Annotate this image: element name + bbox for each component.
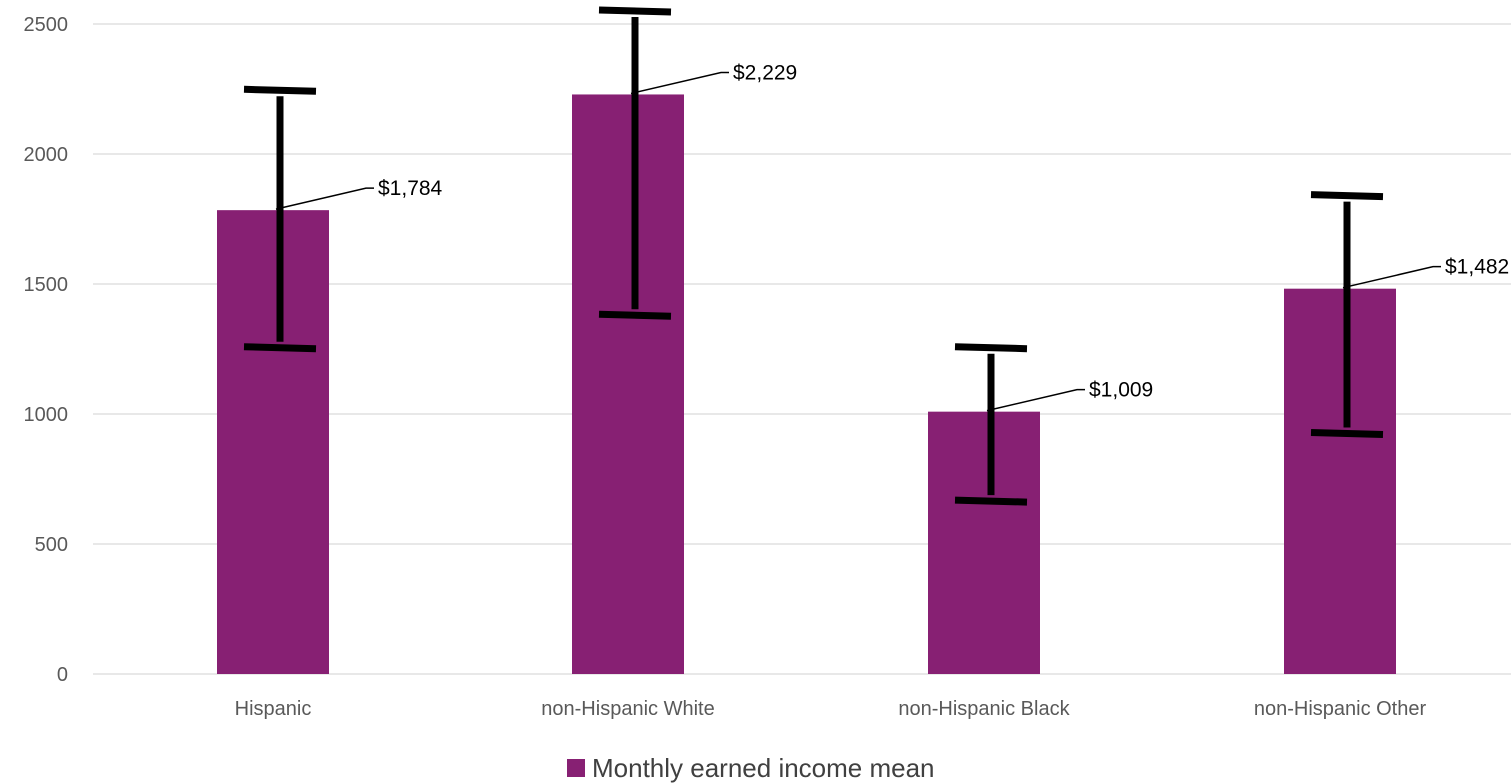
- data-label-leader-line: [275, 187, 374, 210]
- data-label: $1,482: [1445, 256, 1509, 279]
- y-axis-tick-labels: 0 500 1000 1500 2000 2500: [24, 14, 69, 686]
- error-bar-cap-low: [1310, 429, 1384, 438]
- error-bar-cap-low: [954, 496, 1028, 506]
- error-bar-cap-low: [598, 310, 672, 320]
- data-label-leader-line: [986, 388, 1085, 412]
- error-bar-cap-high: [598, 6, 672, 16]
- legend-swatch: [567, 759, 585, 777]
- data-label-leader-line: [630, 71, 729, 95]
- y-tick-label: 1000: [24, 404, 69, 426]
- x-category-label: non-Hispanic Other: [1254, 698, 1427, 720]
- y-tick-label: 1500: [24, 274, 69, 296]
- data-label: $1,009: [1089, 379, 1153, 402]
- x-category-label: non-Hispanic Black: [898, 698, 1070, 720]
- gridlines: [93, 23, 1511, 675]
- y-tick-label: 0: [57, 664, 68, 686]
- data-label: $1,784: [378, 177, 443, 200]
- y-tick-label: 500: [35, 534, 68, 556]
- x-category-label: non-Hispanic White: [541, 698, 714, 720]
- bars: [217, 94, 1396, 674]
- error-bars: [243, 6, 1384, 506]
- y-tick-label: 2500: [24, 14, 69, 36]
- data-labels: $1,784 $2,229 $1,009 $1,482: [275, 61, 1509, 412]
- error-bar-cap-high: [243, 85, 317, 95]
- error-bar-cap-high: [954, 343, 1028, 353]
- bar: [928, 411, 1040, 674]
- error-bar-cap-low: [243, 343, 317, 353]
- data-label-leader-line: [1342, 265, 1441, 289]
- legend: Monthly earned income mean: [567, 753, 935, 783]
- legend-label: Monthly earned income mean: [592, 753, 935, 783]
- y-tick-label: 2000: [24, 144, 69, 166]
- error-bar-cap-high: [1310, 191, 1384, 201]
- data-label: $2,229: [733, 61, 797, 84]
- bar: [1284, 288, 1396, 674]
- bar: [572, 94, 684, 674]
- x-category-label: Hispanic: [235, 698, 312, 720]
- bar: [217, 210, 329, 674]
- x-axis-category-labels: Hispanic non-Hispanic White non-Hispanic B…: [235, 698, 1427, 720]
